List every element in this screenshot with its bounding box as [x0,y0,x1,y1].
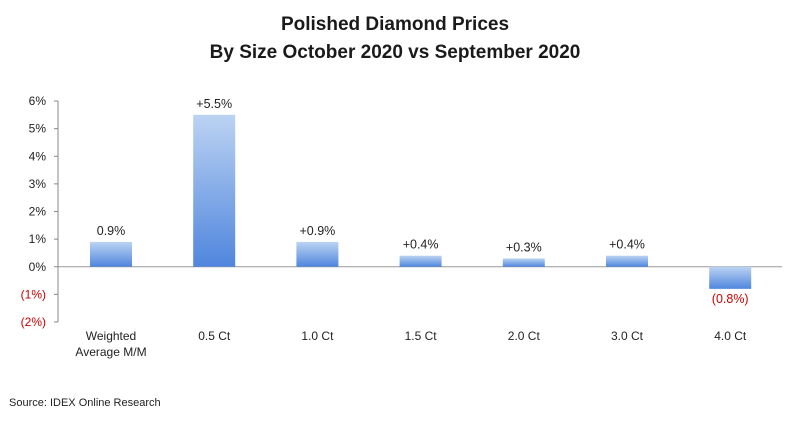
y-tick-label: 6% [29,94,47,108]
y-tick-label: 0% [29,260,47,274]
bar [709,266,752,289]
data-label: +0.3% [506,240,542,254]
bar [296,241,339,267]
y-tick-label: 1% [29,232,47,246]
data-label: +0.9% [300,224,336,238]
source-note: Source: IDEX Online Research [9,397,161,409]
y-tick-label: (1%) [21,287,46,301]
category-label: 3.0 Ct [611,329,644,343]
chart-title: Polished Diamond Prices [280,14,510,35]
chart-subtitle: By Size October 2020 vs September 2020 [209,42,581,63]
category-label: Weighted [86,329,136,343]
data-label: +5.5% [196,97,232,111]
bar [502,258,545,267]
data-label: +0.4% [403,238,439,252]
y-tick-label: 2% [29,205,47,219]
data-label: (0.8%) [712,292,749,306]
y-tick-label: 4% [29,149,47,163]
category-label: 0.5 Ct [198,329,231,343]
bar [606,255,648,267]
bar [193,114,236,267]
category-label: 1.0 Ct [301,329,334,343]
y-tick-label: (2%) [21,315,46,329]
data-label: 0.9% [97,224,126,238]
category-label: 4.0 Ct [714,329,747,343]
category-label: 2.0 Ct [508,329,541,343]
category-label: Average M/M [75,345,146,359]
y-tick-label: 5% [29,122,47,136]
bar [90,241,132,267]
category-label: 1.5 Ct [405,329,438,343]
data-label: +0.4% [609,238,645,252]
bar [399,255,442,267]
y-tick-label: 3% [29,177,47,191]
